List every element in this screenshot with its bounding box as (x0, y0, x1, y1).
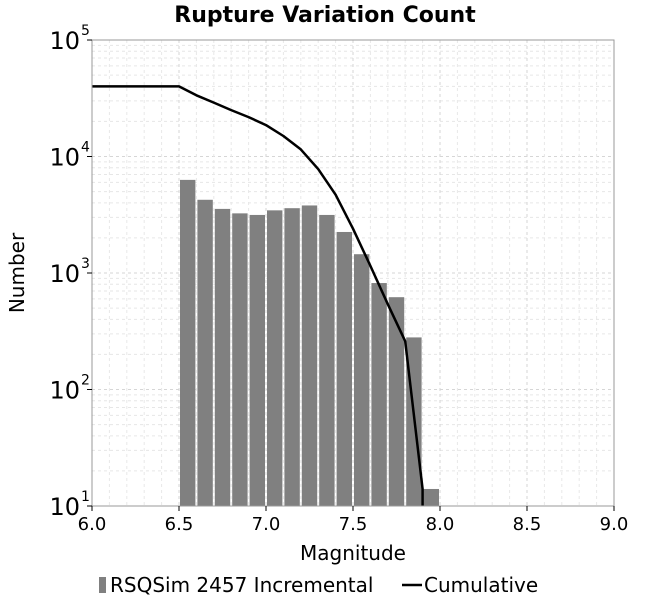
y-tick-base: 10 (49, 493, 80, 521)
y-tick-exponent: 5 (81, 23, 90, 39)
bar-m6.95 (249, 214, 265, 506)
y-tick-base: 10 (49, 144, 80, 172)
bar-m6.55 (180, 179, 196, 506)
legend-label-cumulative: Cumulative (424, 573, 538, 597)
bar-m7.95 (423, 488, 439, 506)
bars (180, 179, 439, 507)
x-tick-label: 6.5 (165, 514, 194, 535)
chart-title: Rupture Variation Count (174, 3, 476, 28)
bar-m7.75 (388, 297, 405, 506)
bar-m7.05 (267, 210, 283, 507)
x-axis-label: Magnitude (300, 541, 406, 565)
y-axis-label: Number (5, 232, 29, 313)
y-tick-base: 10 (49, 260, 80, 288)
legend-label-incremental: RSQSim 2457 Incremental (110, 573, 373, 597)
y-tick-exponent: 3 (81, 256, 90, 272)
bar-m6.65 (197, 199, 213, 506)
x-tick-label: 8.0 (426, 514, 455, 535)
y-tick-exponent: 1 (81, 489, 90, 505)
cumulative-line (92, 85, 424, 506)
bar-m7.65 (371, 283, 387, 506)
legend-swatch-incremental (99, 577, 106, 593)
bar-m7.15 (284, 208, 300, 506)
x-tick-label: 8.5 (513, 514, 542, 535)
x-axis-ticks: 6.0 6.5 7.0 7.5 8.0 8.5 9.0 (78, 506, 629, 535)
x-tick-label: 6.0 (78, 514, 107, 535)
bar-m7.25 (301, 205, 318, 507)
legend: RSQSim 2457 Incremental Cumulative (99, 573, 538, 597)
x-tick-label: 7.5 (339, 514, 368, 535)
bar-m7.45 (336, 231, 352, 506)
y-tick-base: 10 (49, 377, 80, 405)
x-tick-label: 9.0 (600, 514, 629, 535)
y-tick-base: 10 (49, 27, 80, 55)
bar-m6.85 (232, 213, 248, 506)
bar-m7.35 (319, 214, 335, 506)
cumulative-line-group (92, 85, 424, 506)
x-tick-label: 7.0 (252, 514, 281, 535)
grid (91, 40, 615, 507)
y-tick-exponent: 4 (81, 140, 90, 156)
bar-m7.55 (354, 254, 370, 506)
bar-m6.75 (214, 208, 231, 507)
y-tick-exponent: 2 (81, 373, 90, 389)
